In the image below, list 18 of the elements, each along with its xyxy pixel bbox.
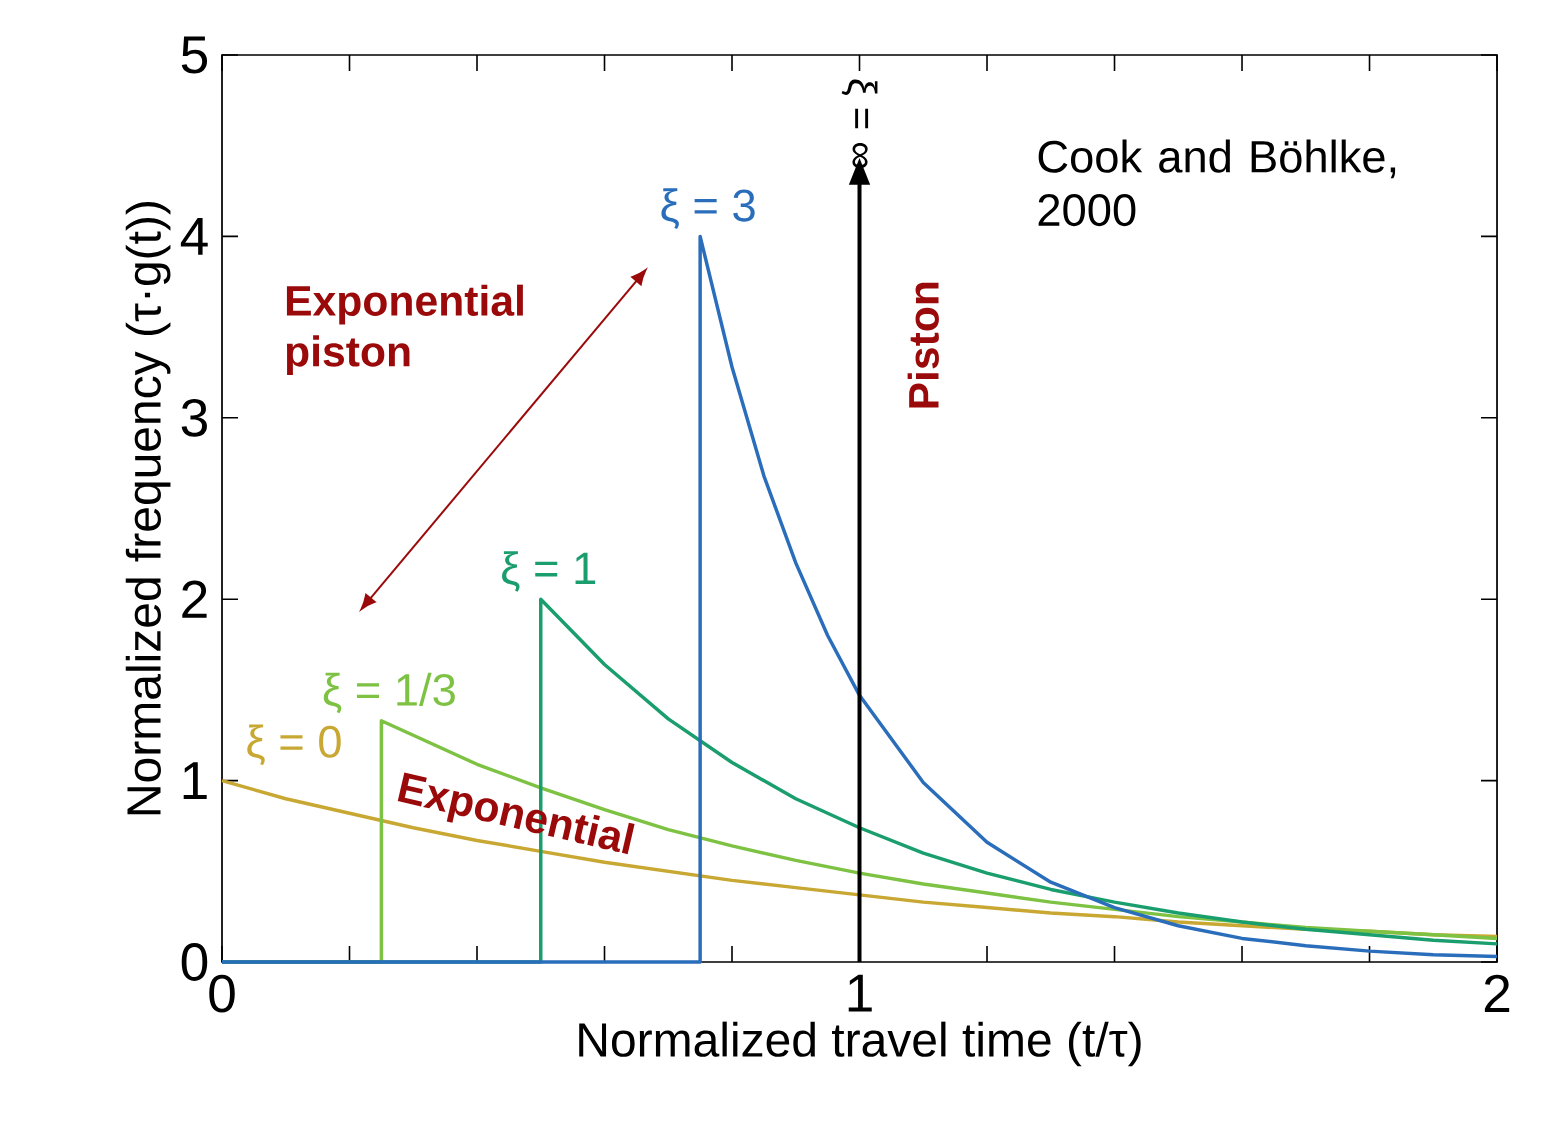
x-axis-title: Normalized travel time (t/τ) [579,1021,1141,1067]
y-tick-label: 4 [180,218,208,255]
series-label: ξ = 1 [502,551,596,592]
annotation: Piston [907,282,939,408]
x-tick-label: 2 [1484,974,1510,1012]
annotation: Cook and Böhlke, 2000 [1038,139,1396,227]
y-tick-label: 2 [182,580,207,618]
series-label: ξ = 3 [661,188,755,230]
annotation: Exponential piston [286,284,523,376]
y-tick-label: 1 [183,762,207,799]
y-tick-label: 3 [181,398,207,437]
x-tick-label: 0 [209,974,235,1013]
series-label: ξ = 0 [247,724,341,766]
x-tick-label: 1 [848,974,872,1012]
y-tick-label: 0 [181,943,208,981]
series-label: ξ = 1/3 [323,672,455,714]
y-axis-title: Normalized frequency (τ·g(t)) [125,202,171,815]
y-tick-label: 5 [181,36,208,74]
